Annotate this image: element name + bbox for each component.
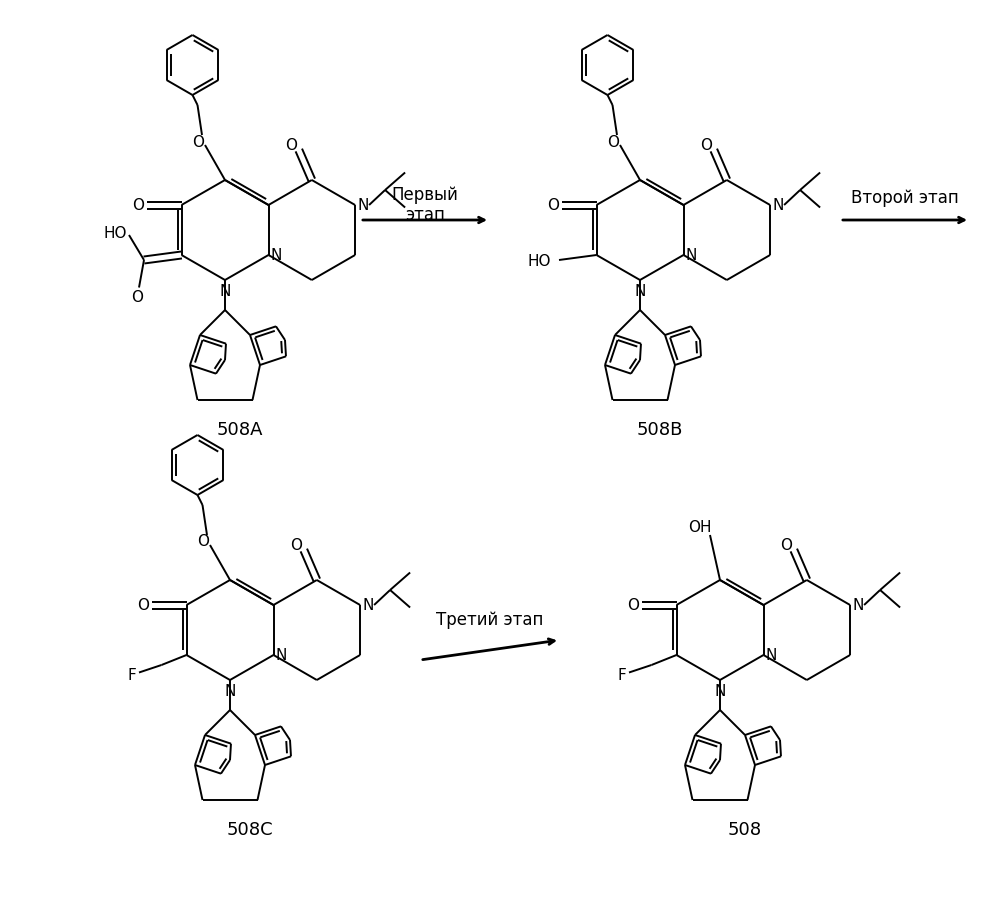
Text: N: N xyxy=(362,598,374,613)
Text: O: O xyxy=(780,537,792,553)
Text: HO: HO xyxy=(103,226,127,240)
Text: N: N xyxy=(276,647,287,662)
Text: 508C: 508C xyxy=(227,821,273,839)
Text: N: N xyxy=(772,197,784,213)
Text: O: O xyxy=(700,138,712,152)
Text: O: O xyxy=(133,197,145,213)
Text: O: O xyxy=(192,135,204,149)
Text: N: N xyxy=(766,647,777,662)
Text: F: F xyxy=(618,668,626,683)
Text: O: O xyxy=(628,598,640,613)
Text: N: N xyxy=(357,197,369,213)
Text: OH: OH xyxy=(688,520,712,535)
Text: N: N xyxy=(219,284,231,300)
Text: O: O xyxy=(138,598,150,613)
Text: O: O xyxy=(285,138,297,152)
Text: N: N xyxy=(852,598,864,613)
Text: O: O xyxy=(548,197,560,213)
Text: F: F xyxy=(128,668,136,683)
Text: O: O xyxy=(290,537,302,553)
Text: N: N xyxy=(224,684,236,700)
Text: этап: этап xyxy=(405,206,445,224)
Text: HO: HO xyxy=(527,255,551,270)
Text: 508: 508 xyxy=(728,821,762,839)
Text: Первый: Первый xyxy=(392,186,458,204)
Text: Второй этап: Второй этап xyxy=(851,189,959,207)
Text: N: N xyxy=(686,248,697,262)
Text: O: O xyxy=(131,290,143,305)
Text: N: N xyxy=(634,284,646,300)
Text: O: O xyxy=(197,535,209,549)
Text: 508B: 508B xyxy=(637,421,683,439)
Text: 508A: 508A xyxy=(217,421,263,439)
Text: O: O xyxy=(607,135,619,149)
Text: N: N xyxy=(714,684,726,700)
Text: Третий этап: Третий этап xyxy=(436,611,544,629)
Text: N: N xyxy=(271,248,282,262)
